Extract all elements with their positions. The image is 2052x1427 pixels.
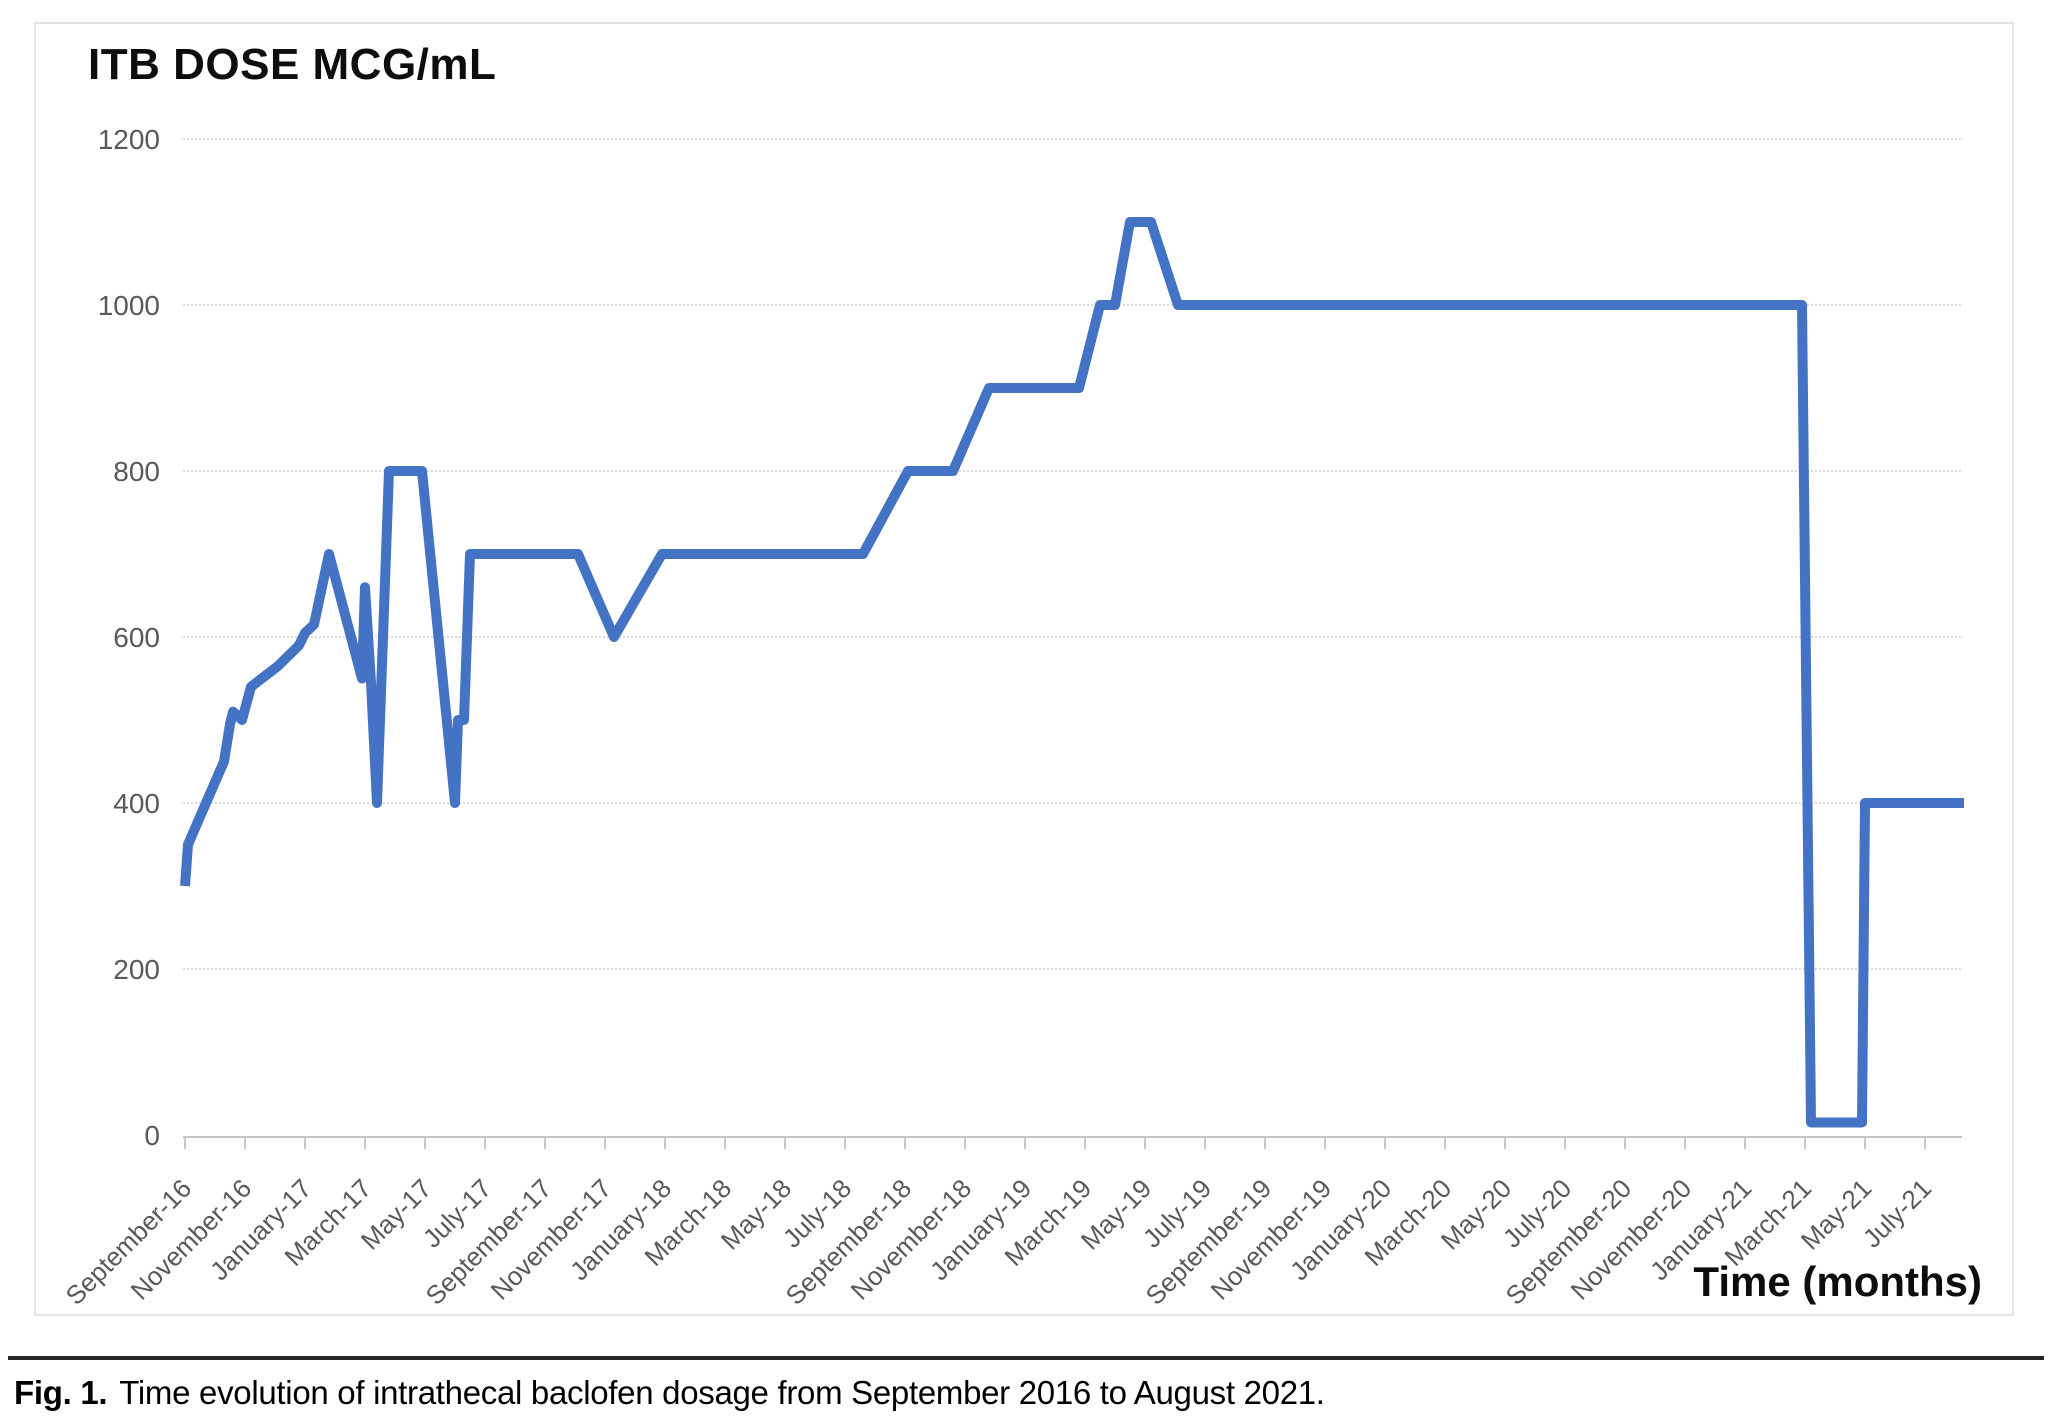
- y-tick-label-800: 800: [113, 456, 160, 487]
- x-axis-title: Time (months): [1693, 1258, 1982, 1305]
- caption-divider: [8, 1356, 2044, 1360]
- figure-label: Fig. 1.: [14, 1374, 108, 1411]
- y-tick-label-200: 200: [113, 954, 160, 985]
- x-tick-label: July-21: [1857, 1173, 1937, 1253]
- y-tick-label-1000: 1000: [98, 290, 160, 321]
- y-tick-label-1200: 1200: [98, 124, 160, 155]
- figure-caption: Fig. 1. Time evolution of intrathecal bac…: [14, 1374, 1325, 1412]
- y-axis-tick-labels: 0 200 400 600 800 1000 1200: [98, 124, 160, 1151]
- chart-title: ITB DOSE MCG/mL: [88, 40, 497, 89]
- gridlines: [183, 138, 1962, 970]
- y-tick-label-600: 600: [113, 622, 160, 653]
- dose-series-line: [180, 217, 1964, 1128]
- y-tick-label-400: 400: [113, 788, 160, 819]
- x-axis: [183, 1136, 1962, 1149]
- figure-caption-text: Time evolution of intrathecal baclofen d…: [119, 1374, 1325, 1411]
- x-axis-tick-labels: September-16November-16January-17March-1…: [60, 1173, 1938, 1311]
- y-tick-label-0: 0: [144, 1120, 160, 1151]
